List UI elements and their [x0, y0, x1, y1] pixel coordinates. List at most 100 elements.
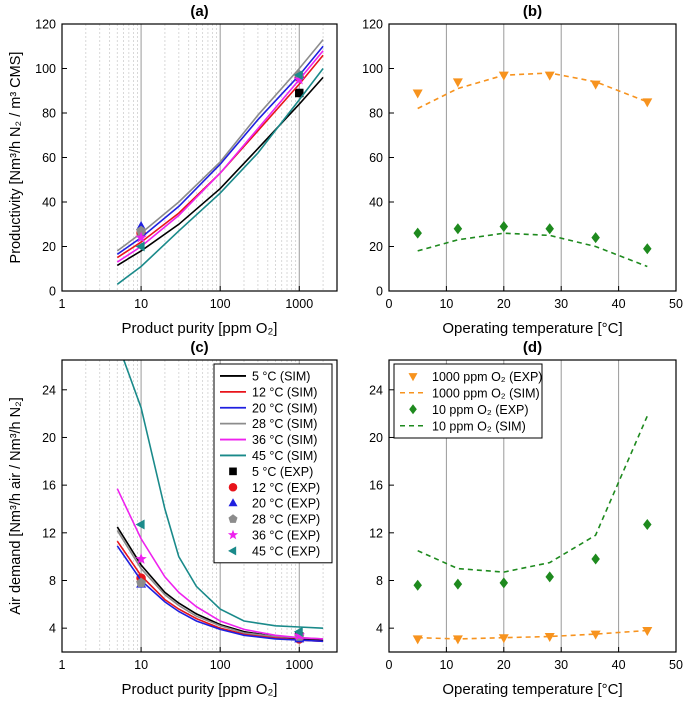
series-line: [417, 629, 648, 640]
x-tick-label: 20: [497, 297, 511, 311]
data-point: [136, 577, 147, 588]
data-point: [498, 71, 509, 81]
data-point: [453, 223, 463, 235]
y-tick-label: 20: [42, 431, 56, 445]
legend-label: 1000 ppm O₂ (SIM): [432, 386, 540, 400]
legend-label: 28 °C (EXP): [252, 513, 320, 527]
y-tick-label: 0: [376, 285, 383, 299]
x-tick-label: 40: [612, 658, 626, 672]
panel-d-labels: 0 10 20 30 40 50 4 8 12 16 20 24 (d) Operating temper…: [369, 339, 683, 698]
y-tick-label: 8: [376, 574, 383, 588]
data-point: [412, 89, 423, 99]
series-line: [417, 415, 649, 573]
panel-a-xlabel: Product purity [ppm O₂]: [122, 320, 278, 337]
panel-c-data: [116, 360, 324, 644]
y-tick-label: 20: [42, 240, 56, 254]
panel-d-title: (d): [523, 339, 542, 356]
y-tick-label: 12: [42, 526, 56, 540]
data-point: [591, 232, 600, 244]
x-tick-label: 100: [210, 658, 231, 672]
panel-b-grid: [445, 24, 620, 291]
panel-c-xlabel: Product purity [ppm O₂]: [122, 681, 278, 698]
series-line: [116, 545, 324, 643]
data-point: [642, 627, 653, 637]
data-point: [293, 70, 303, 81]
y-tick-label: 20: [369, 240, 383, 254]
data-point: [499, 220, 509, 232]
data-point: [544, 71, 555, 81]
legend-label: 45 °C (EXP): [252, 544, 320, 558]
y-tick-label: 60: [42, 151, 56, 165]
legend-marker: [229, 467, 237, 476]
y-tick-label: 80: [369, 107, 383, 121]
y-tick-label: 16: [369, 479, 383, 493]
legend-marker: [227, 529, 239, 540]
series-line: [417, 72, 648, 110]
x-tick-label: 10: [439, 658, 453, 672]
y-tick-label: 60: [369, 151, 383, 165]
legend-box: [213, 363, 333, 564]
legend-label: 12 °C (SIM): [252, 385, 317, 399]
data-point: [136, 225, 147, 236]
data-point: [135, 519, 145, 530]
x-tick-label: 0: [386, 658, 393, 672]
x-tick-label: 1: [59, 297, 66, 311]
panel-c-labels: 1 10 100 1000 4 8 12 16 20 24 (c) Product purity [p…: [8, 339, 313, 698]
legend-label: 28 °C (SIM): [252, 417, 317, 431]
panel-d-data: [412, 415, 653, 645]
panel-b-title: (b): [523, 3, 542, 20]
series-line: [116, 76, 324, 267]
legend-label: 5 °C (SIM): [252, 369, 310, 383]
x-tick-label: 30: [554, 658, 568, 672]
legend-marker: [228, 514, 238, 523]
x-tick-label: 20: [497, 658, 511, 672]
legend-marker: [408, 373, 418, 382]
data-point: [452, 78, 463, 88]
data-point: [590, 80, 601, 90]
legend-label: 10 ppm O₂ (SIM): [432, 419, 526, 433]
data-point: [453, 578, 463, 590]
panel-d-frame: [388, 359, 677, 653]
data-point: [499, 577, 509, 589]
data-point: [413, 227, 422, 239]
y-tick-label: 100: [362, 62, 383, 76]
series-line: [417, 232, 648, 268]
legend-label: 36 °C (EXP): [252, 528, 320, 542]
panel-c-title: (c): [190, 339, 208, 356]
panel-d-xlabel: Operating temperature [°C]: [442, 681, 622, 698]
legend-label: 36 °C (SIM): [252, 433, 317, 447]
y-tick-label: 4: [49, 622, 56, 636]
y-tick-label: 12: [369, 526, 383, 540]
y-tick-label: 120: [35, 18, 56, 32]
x-tick-label: 10: [439, 297, 453, 311]
y-tick-label: 20: [369, 431, 383, 445]
series-line: [116, 68, 324, 285]
data-point: [413, 579, 422, 591]
legend-label: 12 °C (EXP): [252, 481, 320, 495]
panel-b-data: [412, 71, 653, 268]
y-tick-label: 24: [42, 383, 56, 397]
data-point: [591, 553, 600, 565]
x-tick-label: 50: [669, 297, 683, 311]
y-tick-label: 80: [42, 107, 56, 121]
x-tick-label: 1000: [285, 658, 313, 672]
data-point: [498, 634, 509, 644]
legend-label: 1000 ppm O₂ (EXP): [432, 370, 542, 384]
legend-label: 10 ppm O₂ (EXP): [432, 403, 529, 417]
x-tick-label: 0: [386, 297, 393, 311]
data-point: [590, 630, 601, 640]
x-tick-label: 40: [612, 297, 626, 311]
data-point: [544, 633, 555, 643]
panel-a-ylabel: Productivity [Nm³/h N₂ / m³ CMS]: [8, 52, 24, 264]
data-point: [293, 626, 303, 637]
x-tick-label: 10: [134, 658, 148, 672]
x-tick-label: 10: [134, 297, 148, 311]
x-tick-label: 1000: [285, 297, 313, 311]
legend-marker: [228, 546, 237, 556]
y-tick-label: 40: [369, 196, 383, 210]
data-point: [545, 571, 554, 583]
y-tick-label: 16: [42, 479, 56, 493]
legend-marker: [228, 498, 238, 507]
legend-marker: [409, 404, 417, 415]
x-tick-label: 100: [210, 297, 231, 311]
